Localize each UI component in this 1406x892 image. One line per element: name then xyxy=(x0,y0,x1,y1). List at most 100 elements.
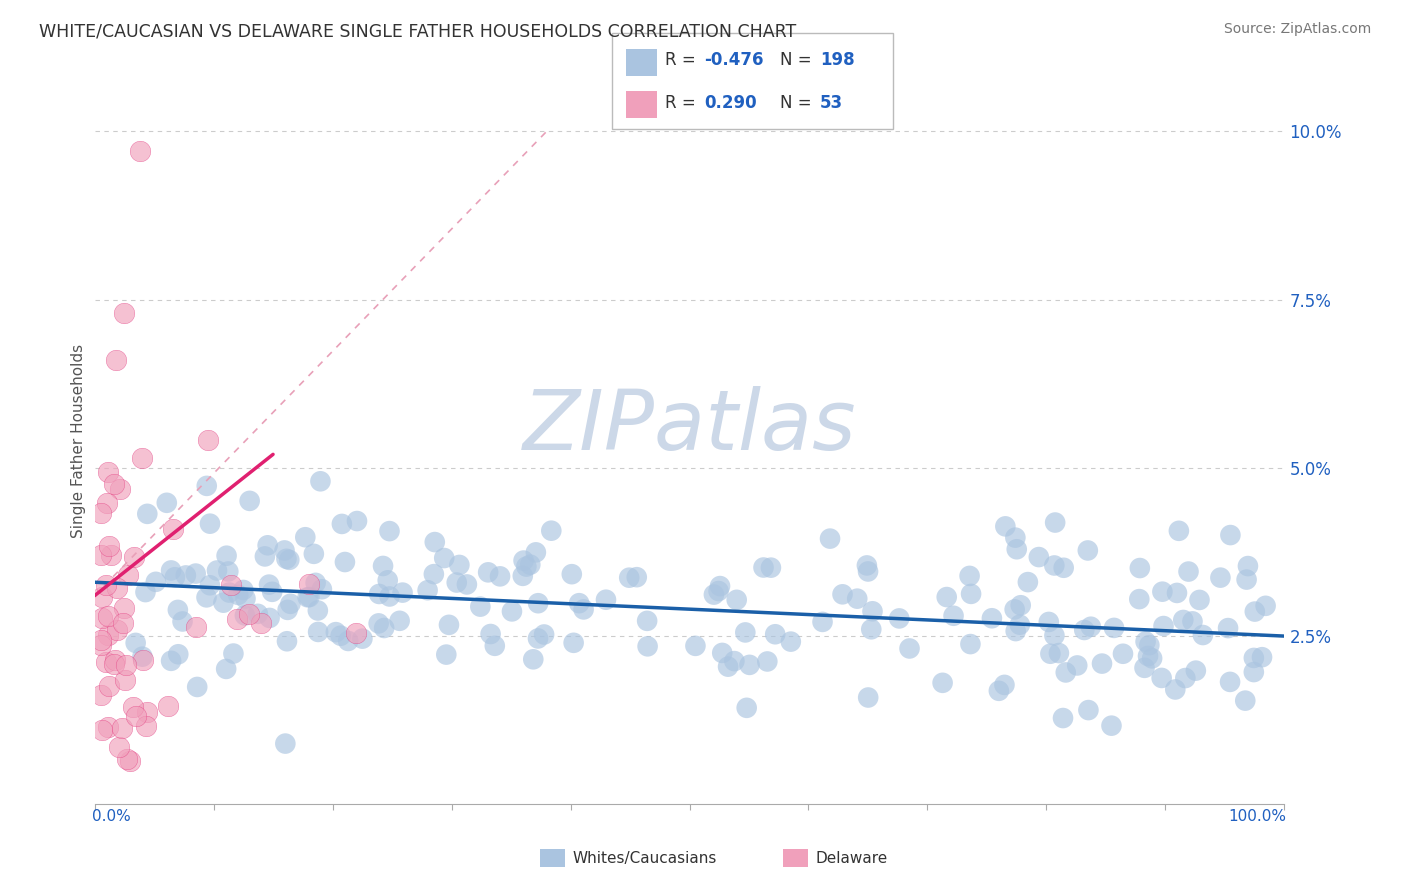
Point xyxy=(329,629,352,643)
Point xyxy=(856,558,879,573)
Point xyxy=(437,617,460,632)
Point xyxy=(709,579,731,593)
Point xyxy=(239,494,262,508)
Point xyxy=(1054,665,1077,680)
Y-axis label: Single Father Households: Single Father Households xyxy=(72,343,86,538)
Text: N =: N = xyxy=(780,51,817,69)
Point xyxy=(307,603,329,617)
Text: 198: 198 xyxy=(820,51,855,69)
Point xyxy=(1219,528,1241,542)
Point xyxy=(703,588,725,602)
Point xyxy=(942,608,965,623)
Point xyxy=(145,574,167,589)
Point xyxy=(456,577,478,591)
Point xyxy=(91,723,114,737)
Point xyxy=(1077,543,1099,558)
Point xyxy=(103,477,125,491)
Point xyxy=(262,584,284,599)
Point xyxy=(108,482,131,496)
Point xyxy=(107,739,129,754)
Point xyxy=(1039,647,1062,661)
Point xyxy=(1234,693,1257,707)
Point xyxy=(135,705,157,719)
Point xyxy=(186,680,208,694)
Point xyxy=(111,721,134,735)
Point xyxy=(100,548,122,562)
Point xyxy=(763,627,786,641)
Point xyxy=(195,591,218,605)
Point xyxy=(1008,617,1031,632)
Point xyxy=(105,623,128,637)
Point xyxy=(1164,682,1187,697)
Point xyxy=(256,538,278,552)
Point xyxy=(373,621,395,635)
Text: WHITE/CAUCASIAN VS DELAWARE SINGLE FATHER HOUSEHOLDS CORRELATION CHART: WHITE/CAUCASIAN VS DELAWARE SINGLE FATHE… xyxy=(39,22,797,40)
Point xyxy=(105,581,128,595)
Point xyxy=(212,596,235,610)
Point xyxy=(90,611,112,625)
Point xyxy=(449,558,471,572)
Point xyxy=(122,549,145,564)
Point xyxy=(112,616,135,631)
Point xyxy=(533,627,555,641)
Text: 0.290: 0.290 xyxy=(704,94,756,112)
Point xyxy=(378,524,401,538)
Point xyxy=(96,720,118,734)
Point xyxy=(1152,584,1174,599)
Point xyxy=(197,434,219,448)
Point xyxy=(738,657,761,672)
Point xyxy=(470,599,492,614)
Point xyxy=(311,582,333,597)
Point xyxy=(479,627,502,641)
Point xyxy=(297,591,319,605)
Point xyxy=(637,640,659,654)
Point xyxy=(994,519,1017,533)
Point xyxy=(1028,550,1050,565)
Point xyxy=(1216,621,1239,635)
Point xyxy=(131,451,153,466)
Point xyxy=(112,601,135,615)
Text: Source: ZipAtlas.com: Source: ZipAtlas.com xyxy=(1223,22,1371,37)
Point xyxy=(423,567,446,582)
Point xyxy=(198,516,221,531)
Point xyxy=(259,611,281,625)
Point xyxy=(1047,646,1070,660)
Point xyxy=(215,549,238,563)
Point xyxy=(711,646,734,660)
Point xyxy=(898,641,921,656)
Point xyxy=(388,614,411,628)
Point xyxy=(167,603,190,617)
Point xyxy=(1254,599,1277,613)
Point xyxy=(1251,650,1274,665)
Point xyxy=(759,560,782,574)
Point xyxy=(1166,586,1188,600)
Point xyxy=(735,701,758,715)
Point xyxy=(1177,565,1199,579)
Point xyxy=(527,632,550,646)
Point xyxy=(184,566,207,581)
Text: ZIPatlas: ZIPatlas xyxy=(523,386,856,467)
Point xyxy=(512,569,534,583)
Point xyxy=(221,577,243,591)
Point xyxy=(477,566,499,580)
Point xyxy=(1010,599,1032,613)
Point xyxy=(522,652,544,666)
Point xyxy=(1140,651,1163,665)
Point xyxy=(90,633,112,648)
Point xyxy=(1188,593,1211,607)
Point xyxy=(1137,638,1160,652)
Point xyxy=(562,636,585,650)
Point xyxy=(304,575,326,590)
Point xyxy=(1181,615,1204,629)
Point xyxy=(889,611,911,625)
Point xyxy=(333,555,356,569)
Point xyxy=(568,596,591,610)
Point xyxy=(368,587,391,601)
Point xyxy=(752,560,775,574)
Point xyxy=(344,626,367,640)
Point xyxy=(433,551,456,566)
Point xyxy=(572,602,595,616)
Point xyxy=(278,553,301,567)
Point xyxy=(527,596,550,610)
Point xyxy=(1066,658,1088,673)
